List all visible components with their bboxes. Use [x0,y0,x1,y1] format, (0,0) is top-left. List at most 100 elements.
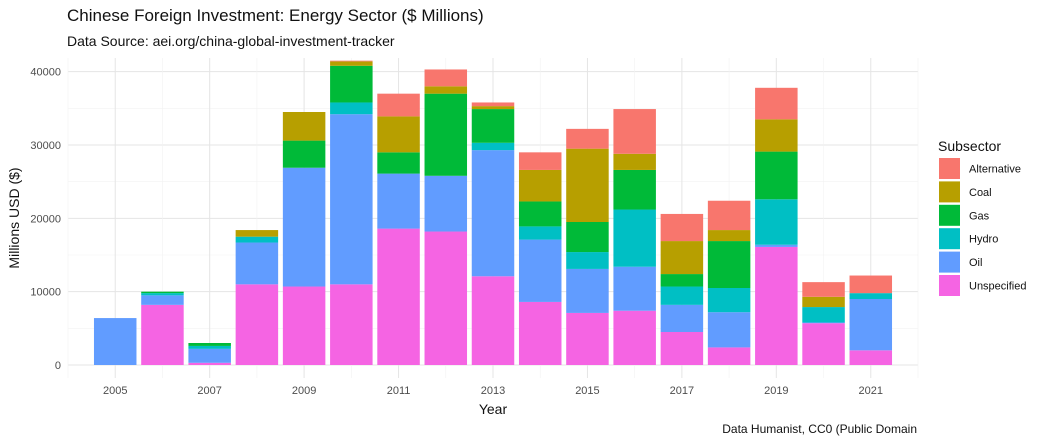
bar-segment-alternative-2020 [802,282,845,297]
bar-segment-oil-2019 [755,244,798,247]
y-tick-label: 10000 [30,287,61,299]
bar-segment-alternative-2013 [471,102,515,107]
x-tick-label: 2005 [103,385,127,397]
bar-segment-alternative-2016 [613,109,656,154]
bar-segment-hydro-2019 [755,199,798,245]
bar-segment-unspecified-2006 [141,304,184,365]
bar-segment-hydro-2016 [613,209,656,267]
bar-segment-oil-2016 [613,266,656,311]
bar-segment-oil-2011 [377,173,420,229]
bar-segment-unspecified-2012 [424,231,468,365]
x-tick-label: 2007 [197,385,221,397]
bar-stacks [93,60,893,365]
x-tick-label: 2019 [764,385,788,397]
bar-segment-hydro-2018 [707,288,751,313]
chart-subtitle: Data Source: aei.org/china-global-invest… [67,33,395,49]
y-tick-label: 40000 [30,67,61,79]
bar-segment-alternative-2014 [518,152,562,170]
x-axis-ticks: 2005 2007 2009 2011 2013 2015 2017 2019 2021 [103,385,883,397]
x-tick-label: 2021 [859,385,883,397]
bar-segment-coal-2017 [660,241,704,275]
bar-segment-gas-2019 [755,151,798,200]
legend-swatch-coal [939,181,960,203]
bar-segment-unspecified-2013 [471,276,515,365]
bar-segment-hydro-2006 [141,293,184,296]
bar-segment-coal-2009 [282,112,326,141]
bar-segment-coal-2015 [566,148,609,222]
bar-segment-alternative-2010 [330,60,373,62]
legend-label-hydro: Hydro [969,234,998,246]
legend-swatch-gas [939,204,960,226]
bar-segment-alternative-2012 [424,69,468,87]
bar-segment-oil-2007 [188,348,231,363]
legend-label-coal: Coal [969,187,992,199]
bar-segment-gas-2006 [141,291,184,294]
bar-segment-alternative-2015 [566,128,609,149]
y-axis-title: Millions USD ($) [6,167,22,268]
bar-segment-unspecified-2017 [660,332,704,365]
bar-segment-gas-2012 [424,93,468,176]
bar-segment-unspecified-2015 [566,312,609,365]
legend-title: Subsector [938,138,1001,154]
bar-segment-gas-2013 [471,109,515,143]
bar-segment-oil-2012 [424,175,468,232]
x-tick-label: 2013 [481,385,505,397]
bar-segment-hydro-2014 [518,226,562,240]
bar-segment-hydro-2020 [802,307,845,323]
x-tick-label: 2009 [292,385,316,397]
bar-segment-gas-2010 [330,65,373,103]
bar-segment-coal-2012 [424,86,468,94]
y-tick-label: 20000 [30,213,61,225]
bar-segment-oil-2017 [660,304,704,332]
bar-segment-coal-2008 [235,230,279,237]
bar-segment-oil-2018 [707,312,751,348]
bar-segment-gas-2007 [188,343,231,346]
legend-swatch-alternative [939,158,960,179]
legend-swatch-unspecified [939,275,960,296]
x-tick-label: 2015 [575,385,599,397]
bar-segment-gas-2015 [566,222,609,253]
bar-segment-unspecified-2021 [849,350,893,365]
legend-swatch-oil [939,251,960,273]
bar-segment-hydro-2013 [471,142,515,151]
bar-segment-oil-2005 [93,318,137,365]
bar-segment-coal-2020 [802,296,845,308]
bar-segment-oil-2015 [566,268,609,313]
legend-swatch-hydro [939,228,960,250]
bar-segment-oil-2013 [471,150,515,277]
bar-segment-hydro-2010 [330,102,373,115]
bar-segment-alternative-2018 [707,200,751,231]
chart-caption: Data Humanist, CC0 (Public Domain [722,422,917,436]
bar-segment-alternative-2021 [849,275,893,294]
legend-label-unspecified: Unspecified [969,281,1026,293]
bar-segment-oil-2009 [282,167,326,287]
bar-segment-unspecified-2020 [802,323,845,365]
bar-segment-alternative-2019 [755,87,798,120]
bar-segment-coal-2016 [613,153,656,170]
x-tick-label: 2017 [670,385,694,397]
bar-segment-unspecified-2007 [188,362,231,365]
bar-segment-alternative-2011 [377,93,420,117]
bar-segment-oil-2008 [235,242,279,285]
y-tick-label: 0 [55,360,61,372]
bar-segment-coal-2011 [377,116,420,153]
bar-segment-coal-2019 [755,119,798,152]
bar-segment-hydro-2008 [235,236,279,243]
bar-segment-gas-2011 [377,152,420,174]
bar-segment-gas-2016 [613,169,656,210]
bar-segment-oil-2014 [518,239,562,302]
bar-segment-hydro-2021 [849,293,893,299]
bar-segment-coal-2013 [471,106,515,110]
x-tick-label: 2011 [387,385,411,397]
bar-segment-oil-2010 [330,114,373,285]
x-axis-title: Year [479,401,508,417]
bar-segment-oil-2006 [141,295,184,305]
bar-segment-hydro-2017 [660,286,704,305]
bar-segment-unspecified-2011 [377,228,420,365]
legend-label-oil: Oil [969,257,982,269]
legend-label-alternative: Alternative [969,164,1021,176]
y-tick-label: 30000 [30,140,61,152]
bar-segment-unspecified-2010 [330,284,373,365]
